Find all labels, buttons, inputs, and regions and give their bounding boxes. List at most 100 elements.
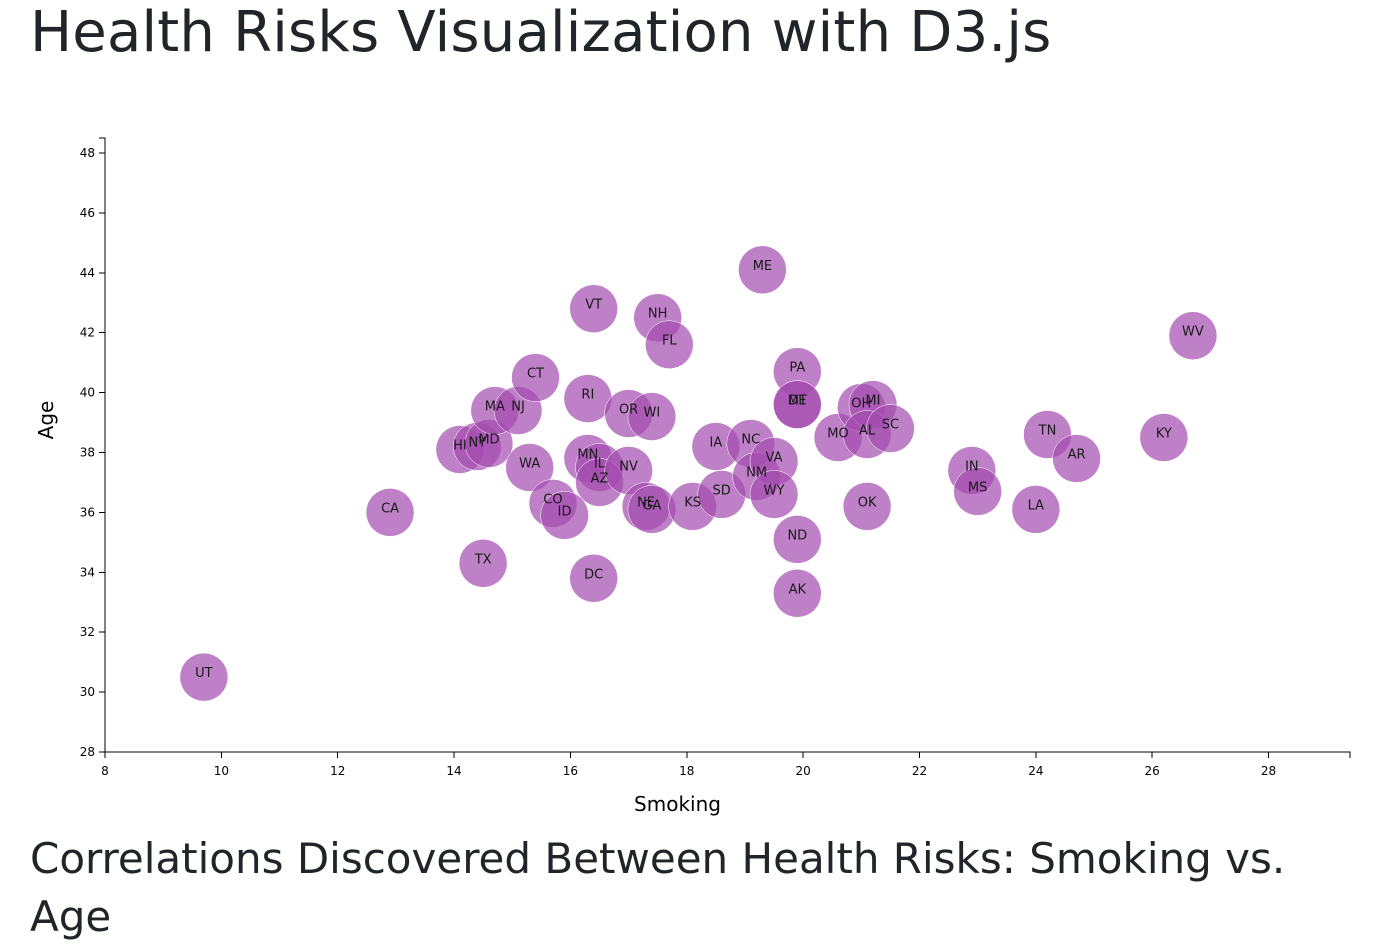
data-point-label: KY xyxy=(1156,427,1172,442)
data-point xyxy=(738,245,787,295)
data-point-label: ND xyxy=(787,528,807,543)
data-point-label: OK xyxy=(858,495,877,510)
data-point-label: MO xyxy=(827,427,848,442)
y-tick-label: 46 xyxy=(80,206,95,220)
data-point xyxy=(505,443,554,492)
data-point xyxy=(458,539,508,588)
data-point xyxy=(511,353,560,402)
data-point xyxy=(773,380,822,429)
data-point-label: ID xyxy=(558,504,572,519)
data-point-label: NE xyxy=(637,495,655,510)
data-point-label: MS xyxy=(968,480,987,495)
data-point xyxy=(540,491,589,540)
data-point-label: MN xyxy=(577,447,598,462)
data-point-label: WI xyxy=(644,406,661,421)
data-point xyxy=(569,284,618,333)
data-point-label: NV xyxy=(619,459,638,474)
y-tick-label: 42 xyxy=(80,326,95,340)
data-point-label: AZ xyxy=(591,471,609,486)
data-point xyxy=(773,569,822,618)
y-tick-label: 40 xyxy=(80,386,95,400)
data-point xyxy=(569,554,618,603)
data-point-label: OH xyxy=(851,397,871,412)
data-point-label: MI xyxy=(865,394,880,409)
data-point-label: NJ xyxy=(511,400,525,415)
x-tick-label: 8 xyxy=(101,764,109,778)
x-tick-label: 10 xyxy=(214,764,229,778)
data-point-label: TN xyxy=(1038,424,1057,439)
data-point xyxy=(1168,311,1218,360)
data-point xyxy=(773,515,822,564)
data-point xyxy=(1011,485,1061,534)
y-tick-label: 28 xyxy=(80,745,95,759)
data-point-label: SC xyxy=(882,418,899,433)
x-axis: 8 10 12 14 16 18 20 22 24 26 28 xyxy=(101,751,1351,778)
x-tick-label: 18 xyxy=(679,764,694,778)
data-point-label: CO xyxy=(543,492,562,507)
data-point-label: UT xyxy=(195,666,213,681)
data-point-label: IN xyxy=(965,459,979,474)
y-axis: 28 30 32 34 36 38 40 42 44 46 48 xyxy=(80,137,106,759)
data-point-label: CA xyxy=(381,501,399,516)
x-axis-line xyxy=(104,751,1351,758)
y-tick-label: 30 xyxy=(80,685,95,699)
x-tick-label: 24 xyxy=(1028,764,1043,778)
data-point-label: FL xyxy=(662,334,677,349)
x-tick-label: 16 xyxy=(563,764,578,778)
data-point-label: MA xyxy=(485,400,505,415)
data-point-label: IL xyxy=(594,456,606,471)
data-point-label: DC xyxy=(584,567,603,582)
x-tick-label: 12 xyxy=(330,764,345,778)
y-tick-label: 48 xyxy=(80,146,95,160)
data-point-label: RI xyxy=(581,388,594,403)
y-tick-label: 38 xyxy=(80,445,95,459)
data-point-label: SD xyxy=(713,483,731,498)
data-point-label: DE xyxy=(788,394,806,409)
data-point xyxy=(365,488,415,537)
data-point-label: VT xyxy=(585,298,602,313)
data-point xyxy=(179,652,229,702)
x-tick-label: 28 xyxy=(1261,764,1276,778)
data-point xyxy=(953,467,1002,516)
data-point xyxy=(627,392,677,441)
data-point-label: CT xyxy=(527,367,544,382)
y-axis-line xyxy=(99,137,106,753)
data-point-label: MD xyxy=(478,433,499,448)
data-point-label: AL xyxy=(859,424,876,439)
data-point-label: WY xyxy=(764,483,785,498)
data-point-label: WV xyxy=(1182,325,1204,340)
data-point xyxy=(1139,413,1189,462)
data-point-label: MT xyxy=(788,394,807,409)
data-point-label: NY xyxy=(469,435,487,450)
y-tick-label: 34 xyxy=(80,565,95,579)
data-point-label: NC xyxy=(741,433,760,448)
data-point xyxy=(866,404,915,453)
data-point-label: LA xyxy=(1028,498,1045,513)
y-tick-label: 36 xyxy=(80,505,95,519)
y-tick-label: 32 xyxy=(80,625,95,639)
x-tick-label: 26 xyxy=(1145,764,1160,778)
data-point-label: ME xyxy=(753,259,772,274)
data-point xyxy=(1052,434,1101,483)
data-point-label: GA xyxy=(642,498,661,513)
data-point-label: AR xyxy=(1068,447,1086,462)
data-point-label: NH xyxy=(648,307,668,322)
data-point-label: WA xyxy=(519,456,540,471)
data-point-label: VA xyxy=(766,450,783,465)
page-title: Health Risks Visualization with D3.js xyxy=(30,0,1052,65)
data-point-label: HI xyxy=(453,438,467,453)
section-heading: Correlations Discovered Between Health R… xyxy=(30,834,1286,941)
y-tick-label: 44 xyxy=(80,266,95,280)
data-point-label: NM xyxy=(746,465,767,480)
data-point-label: KS xyxy=(684,495,701,510)
data-point-label: IA xyxy=(709,435,722,450)
data-point xyxy=(645,320,694,369)
x-tick-label: 20 xyxy=(795,764,810,778)
data-point xyxy=(749,470,799,519)
data-point xyxy=(842,482,892,531)
y-axis-title: Age xyxy=(34,401,58,440)
data-point-label: PA xyxy=(789,361,805,376)
